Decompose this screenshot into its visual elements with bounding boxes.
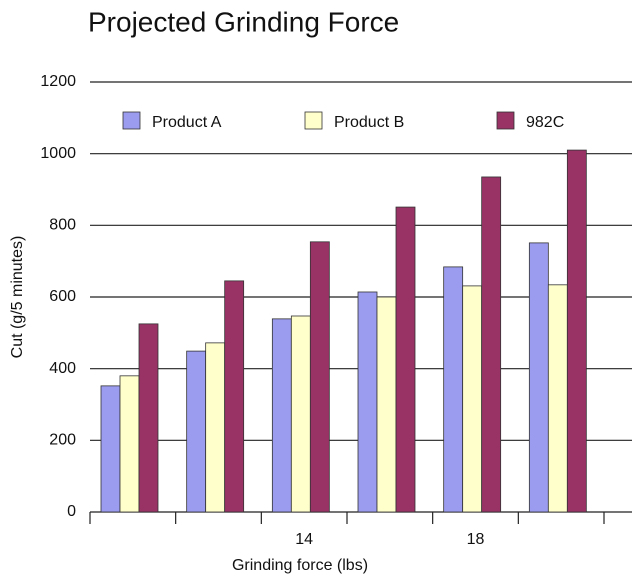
- legend-label: Product A: [152, 114, 222, 131]
- bar: [205, 342, 226, 513]
- x-tick-label: 18: [467, 531, 485, 548]
- bar: [224, 280, 245, 513]
- bar: [443, 266, 464, 513]
- y-tick-label: 400: [49, 360, 76, 377]
- bar: [119, 375, 140, 513]
- y-axis-label: Cut (g/5 minutes): [9, 236, 26, 359]
- x-axis-label: Grinding force (lbs): [232, 557, 368, 574]
- y-tick-label: 600: [49, 288, 76, 305]
- y-tick-label: 200: [49, 432, 76, 449]
- y-tick-label: 1200: [40, 73, 76, 90]
- bar: [528, 242, 549, 513]
- x-tick-label: 14: [295, 531, 313, 548]
- bar: [271, 318, 292, 513]
- legend-swatch: [304, 111, 323, 130]
- bar: [481, 176, 502, 513]
- chart-title: Projected Grinding Force: [88, 6, 399, 37]
- y-tick-label: 1000: [40, 145, 76, 162]
- bar: [100, 385, 121, 513]
- y-tick-label: 0: [67, 503, 76, 520]
- bar: [566, 149, 587, 513]
- bar: [186, 350, 207, 513]
- y-tick-label: 800: [49, 217, 76, 234]
- bar: [357, 291, 378, 513]
- bar: [290, 315, 311, 513]
- legend-swatch: [122, 111, 141, 130]
- bar: [547, 284, 568, 513]
- legend-swatch: [496, 111, 515, 130]
- legend-label: Product B: [334, 114, 404, 131]
- legend-label: 982C: [526, 114, 564, 131]
- bar: [309, 241, 330, 513]
- bar: [138, 323, 159, 513]
- bar: [395, 206, 416, 513]
- bar: [376, 296, 397, 513]
- bar: [462, 285, 483, 513]
